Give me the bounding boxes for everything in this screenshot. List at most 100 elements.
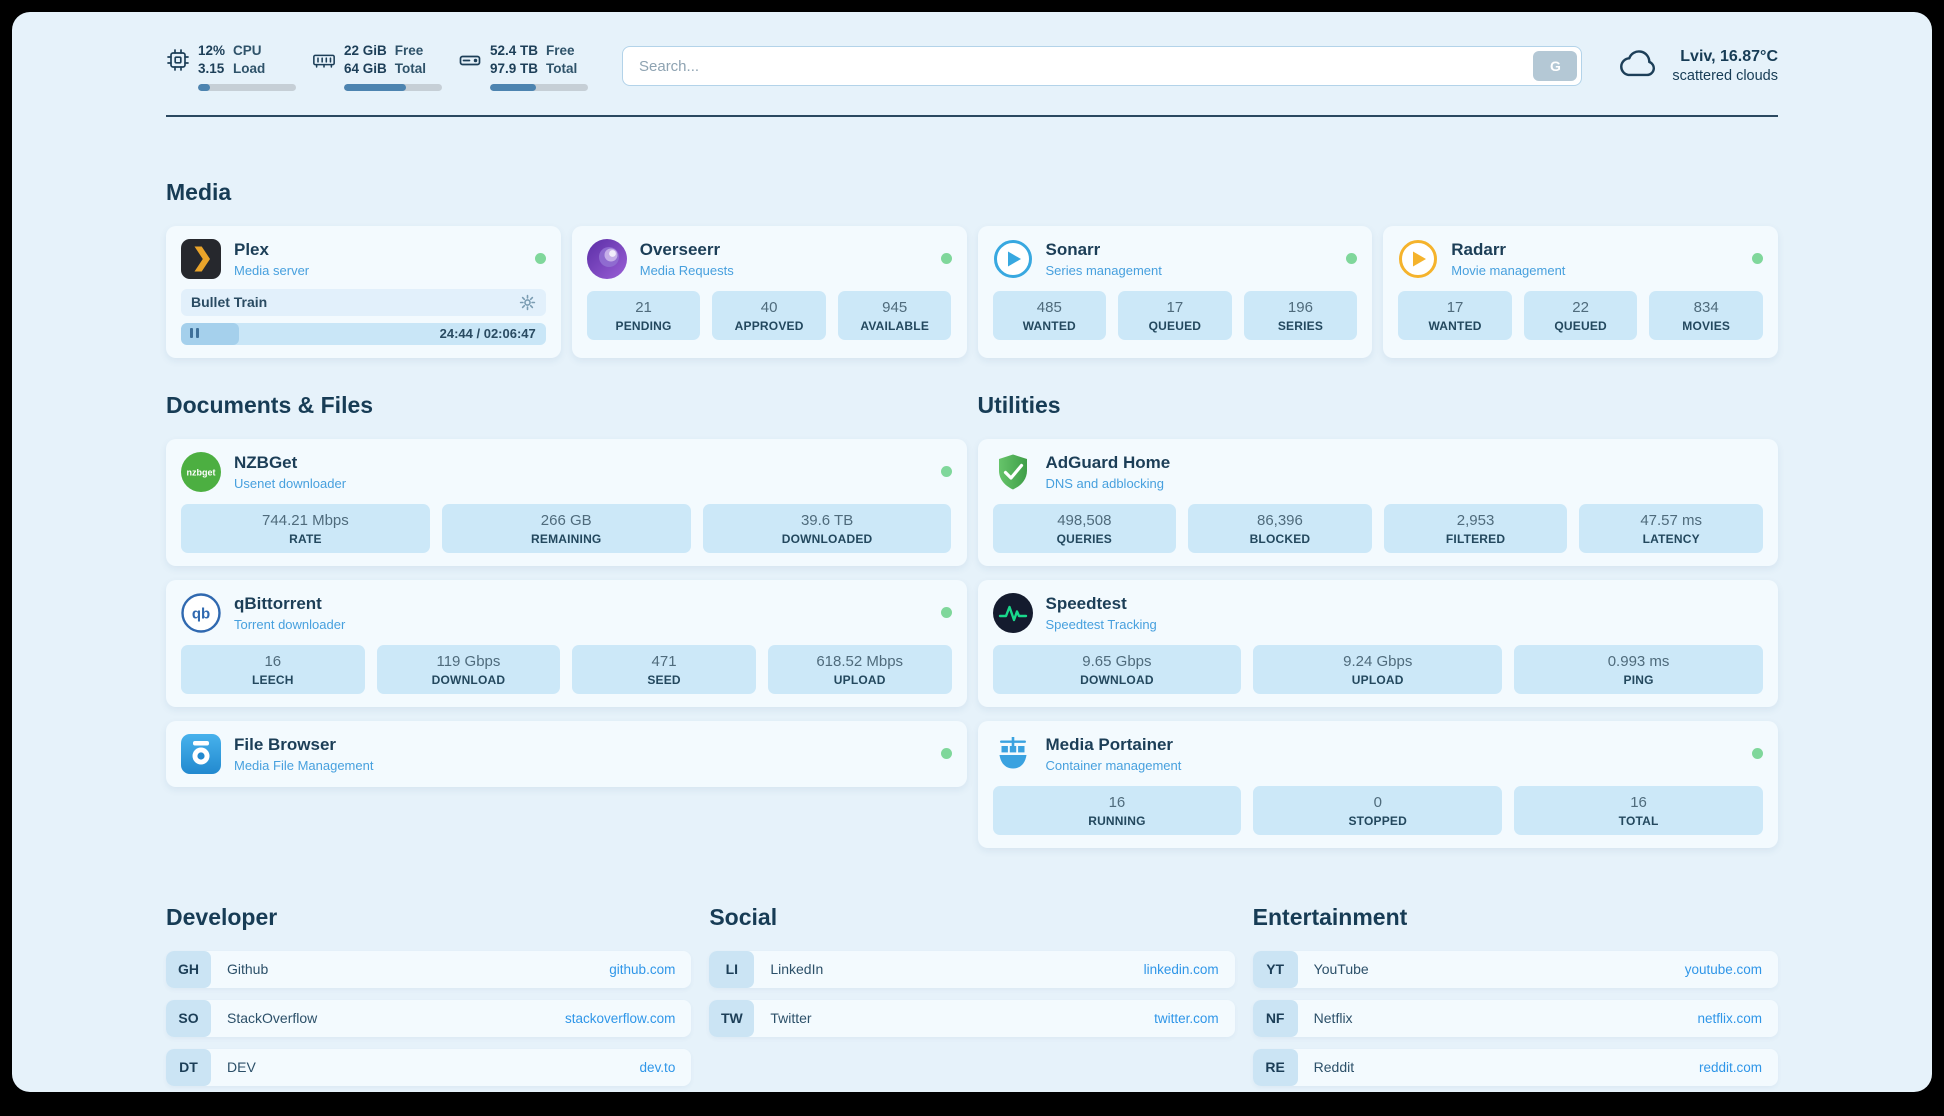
playback-time: 24:44 / 02:06:47 [439,326,536,342]
bookmark-item-reddit[interactable]: RE Reddit reddit.com [1252,1048,1778,1086]
weather-description: scattered clouds [1672,68,1778,85]
stat-box: 196 SERIES [1243,290,1358,340]
playback-progress-track[interactable]: 24:44 / 02:06:47 [181,322,546,345]
memory-icon [312,48,336,72]
bookmark-item-github[interactable]: GH Github github.com [166,950,692,988]
search-input[interactable] [622,46,1583,87]
stat-box: 21 PENDING [586,290,701,340]
topbar: 12% 3.15 CPU Load [166,12,1778,91]
weather-location: Lviv, 16.87°C [1680,47,1778,65]
free-label: Free [546,43,575,58]
service-subtitle: Speedtest Tracking [1045,616,1157,632]
status-dot [940,607,952,619]
sonarr-icon [993,239,1033,279]
stat-box: 9.24 Gbps UPLOAD [1253,644,1503,694]
stat-value: 744.21 Mbps [262,511,349,529]
service-name: Overseerr [639,239,721,259]
service-card-overseerr[interactable]: Overseerr Media Requests 21 PENDING 40 A… [571,225,967,358]
status-dot [1346,253,1358,265]
service-subtitle: Media server [234,262,310,278]
bookmark-url[interactable]: youtube.com [1684,961,1762,977]
developer-section-title: Developer [166,903,278,930]
service-card-portainer[interactable]: Media Portainer Container management 16 … [977,720,1778,848]
bookmark-url[interactable]: reddit.com [1698,1059,1762,1075]
stat-label: FILTERED [1445,531,1506,546]
bookmark-url[interactable]: github.com [609,961,676,977]
service-subtitle: Media File Management [234,757,374,773]
service-card-plex[interactable]: Plex Media server Bullet Train [166,225,561,358]
stat-box: 834 MOVIES [1649,290,1763,340]
stat-box: 119 Gbps DOWNLOAD [376,644,561,694]
stat-value: 0.993 ms [1607,652,1670,670]
stat-value: 22 [1572,298,1589,316]
service-card-adguard[interactable]: AdGuard Home DNS and adblocking 498,508 … [977,438,1778,566]
disk-labels: Free Total [546,42,577,78]
stat-value: 16 [1630,793,1647,811]
bookmark-badge: RE [1252,1048,1298,1086]
bookmark-item-stackoverflow[interactable]: SO StackOverflow stackoverflow.com [166,999,692,1037]
svg-text:nzbget: nzbget [187,467,216,477]
bookmark-url[interactable]: dev.to [639,1059,676,1075]
bookmark-name: YouTube [1313,961,1369,978]
stat-box: 40 APPROVED [712,290,826,340]
bookmark-item-linkedin[interactable]: LI LinkedIn linkedin.com [709,950,1235,988]
gear-icon[interactable] [519,294,536,311]
stat-label: WANTED [1022,318,1076,333]
service-card-filebrowser[interactable]: File Browser Media File Management [166,720,967,787]
search-engine-button[interactable]: G [1533,51,1578,82]
stat-label: UPLOAD [1351,672,1404,687]
service-name: AdGuard Home [1045,452,1171,472]
stat-box: 17 WANTED [1398,290,1512,340]
service-card-radarr[interactable]: Radarr Movie management 17 WANTED 22 QUE… [1383,225,1778,358]
stat-label: PING [1623,672,1654,687]
bookmark-url[interactable]: linkedin.com [1143,961,1219,977]
utilities-section-title: Utilities [977,391,1061,418]
cpu-labels: CPU Load [233,42,265,78]
social-section-title: Social [709,903,778,930]
stat-value: 16 [264,652,282,670]
stat-label: TOTAL [1618,813,1659,828]
disk-free: 52.4 TB [490,43,539,58]
bookmark-url[interactable]: stackoverflow.com [565,1010,676,1026]
service-card-speedtest[interactable]: Speedtest Speedtest Tracking 9.65 Gbps D… [977,579,1778,707]
stat-label: RUNNING [1088,813,1146,828]
bookmark-name: Twitter [770,1010,812,1027]
stat-box: 744.21 Mbps RATE [181,503,430,553]
status-dot [940,466,952,478]
service-card-nzbget[interactable]: nzbget NZBGet Usenet downloader 74 [166,438,967,566]
bookmark-badge: LI [709,950,755,988]
stat-label: BLOCKED [1249,531,1311,546]
bookmark-item-youtube[interactable]: YT YouTube youtube.com [1252,950,1778,988]
cpu-values: 12% 3.15 [198,42,225,78]
plex-now-playing: Bullet Train [181,288,546,345]
stat-label: LEECH [251,672,294,687]
bookmark-item-netflix[interactable]: NF Netflix netflix.com [1252,999,1778,1037]
stat-label: QUERIES [1056,531,1113,546]
cpu-progress-fill [198,83,210,91]
service-card-sonarr[interactable]: Sonarr Series management 485 WANTED 17 Q… [977,225,1373,358]
service-name: File Browser [234,734,337,754]
plex-icon [181,238,221,279]
stat-label: LATENCY [1642,531,1700,546]
bookmark-badge: SO [166,999,211,1037]
stat-label: SEED [647,672,681,687]
entertainment-section: Entertainment YT YouTube youtube.com NF … [1252,904,1778,1086]
status-dot [1752,253,1763,265]
status-dot [534,253,546,265]
stat-value: 485 [1036,298,1062,316]
bookmark-url[interactable]: twitter.com [1154,1010,1219,1026]
stat-box: 39.6 TB DOWNLOADED [702,503,952,553]
stat-box: 471 SEED [572,644,756,694]
bookmark-url[interactable]: netflix.com [1697,1010,1762,1026]
bookmark-badge: GH [166,950,211,988]
bookmark-item-dev[interactable]: DT DEV dev.to [166,1048,692,1086]
memory-progress-track [344,83,442,91]
bookmark-item-twitter[interactable]: TW Twitter twitter.com [709,999,1235,1037]
service-name: NZBGet [234,452,298,472]
pause-icon[interactable] [190,325,202,343]
cloud-icon [1616,47,1660,86]
service-card-qbittorrent[interactable]: qb qBittorrent Torrent downloader [166,579,967,707]
search-bar: G [622,46,1583,87]
documents-section: Documents & Files nzbget [166,392,967,848]
service-subtitle: Movie management [1451,262,1566,278]
